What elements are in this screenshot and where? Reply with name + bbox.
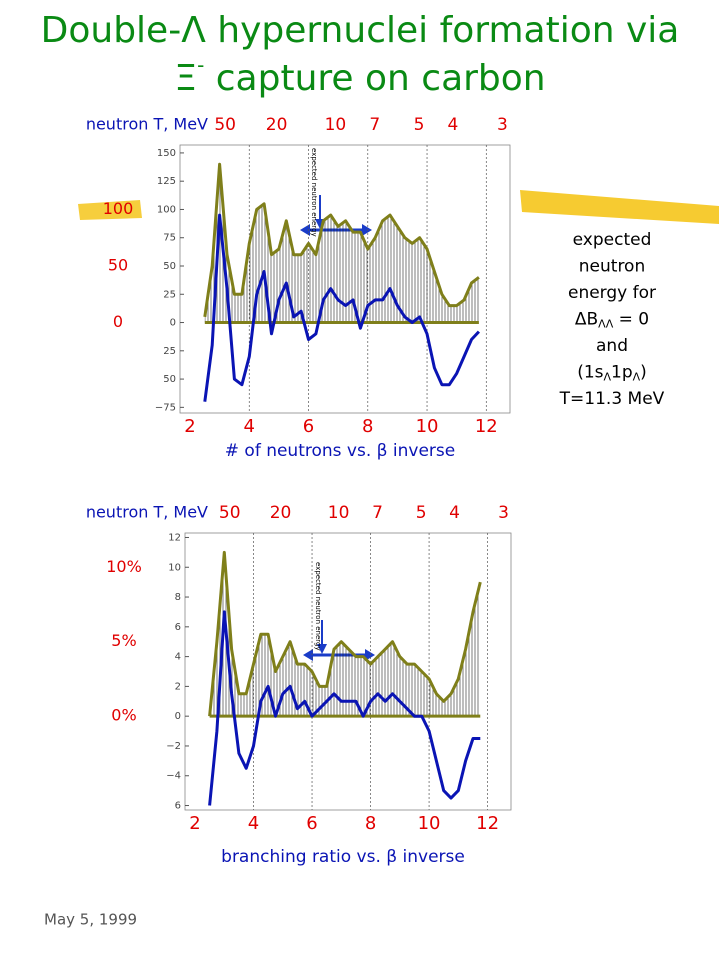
note-part: T=11.3 MeV	[559, 389, 665, 409]
title: Ξ- capture on carbon	[174, 53, 545, 100]
y-tick-label: −4	[166, 771, 181, 782]
left-tick-label: 10%	[106, 557, 142, 576]
note-part: 1p	[611, 363, 633, 383]
y-tick-label: 150	[157, 148, 176, 159]
line	[208, 610, 481, 806]
note-part: )	[640, 363, 647, 383]
x-tick-label: 2	[184, 416, 195, 437]
side-note: expected neutron energy for ΔBΛΛ = 0 and (1sΛ…	[559, 230, 665, 409]
x-tick-label: 6	[303, 416, 314, 437]
left-tick-label: 50	[108, 255, 128, 274]
x2-axis-label: neutron T, MeV	[86, 503, 208, 522]
x2-tick-label: 50	[219, 503, 241, 523]
x-tick-label: 10	[418, 813, 441, 834]
y-tick-label: 6	[175, 622, 181, 633]
subscript: Λ	[633, 371, 641, 384]
y-tick-label: 8	[175, 592, 181, 603]
x2-tick-label: 50	[214, 115, 236, 135]
title: Double-Λ hypernuclei formation via	[41, 10, 680, 51]
x-tick-label: 8	[365, 813, 376, 834]
x-axis-label: # of neutrons vs. β inverse	[225, 441, 455, 461]
x-tick-label: 12	[475, 416, 498, 437]
x2-tick-label: 7	[372, 503, 383, 523]
subscript: Λ	[604, 371, 612, 384]
note-part: and	[596, 336, 628, 356]
subscript: ΛΛ	[598, 318, 614, 331]
y-tick-label: 75	[163, 233, 176, 244]
note-part: energy for	[568, 283, 656, 303]
x-tick-label: 6	[306, 813, 317, 834]
y-tick-label: 6	[175, 801, 181, 812]
line	[208, 550, 482, 717]
x-tick-label: 4	[244, 416, 255, 437]
x2-tick-label: 3	[498, 503, 509, 523]
y-tick-label: 0	[170, 318, 176, 329]
left-tick-label: 5%	[111, 631, 136, 650]
x2-tick-label: 3	[497, 115, 508, 135]
x2-tick-label: 4	[449, 503, 460, 523]
title-part: Ξ	[174, 58, 197, 99]
y-tick-label: 10	[168, 562, 181, 573]
plot-frame	[179, 144, 511, 414]
superscript: -	[197, 53, 204, 77]
y-tick-label: −2	[166, 741, 181, 752]
line	[203, 213, 480, 402]
y-tick-label: 0	[175, 711, 181, 722]
title-part: capture on carbon	[204, 58, 545, 99]
left-tick-label: 100	[103, 199, 134, 218]
note-part: ΔB	[575, 310, 598, 330]
x2-tick-label: 20	[266, 115, 288, 135]
left-tick-label: 0	[113, 312, 123, 331]
x-tick-label: 12	[476, 813, 499, 834]
x-tick-label: 2	[189, 813, 200, 834]
x2-axis-label: neutron T, MeV	[86, 115, 208, 134]
note-part: neutron	[579, 257, 645, 277]
x-tick-label: 8	[362, 416, 373, 437]
highlight	[78, 200, 142, 220]
y-tick-label: 50	[163, 374, 176, 385]
x2-tick-label: 7	[369, 115, 380, 135]
x-tick-label: 4	[248, 813, 259, 834]
x2-tick-label: 4	[447, 115, 458, 135]
note-part: (1s	[577, 363, 603, 383]
left-tick-label: 0%	[111, 706, 136, 725]
x2-tick-label: 20	[270, 503, 292, 523]
y-tick-label: 50	[163, 261, 176, 272]
x2-tick-label: 10	[325, 115, 347, 135]
y-tick-label: 4	[175, 652, 181, 663]
y-tick-label: −75	[155, 402, 176, 413]
annotation: expected neutron energy	[314, 562, 322, 651]
x2-tick-label: 10	[328, 503, 350, 523]
y-tick-label: 100	[157, 204, 176, 215]
y-tick-label: 25	[163, 289, 176, 300]
annotation: expected neutron energy	[310, 148, 318, 237]
x2-tick-label: 5	[414, 115, 425, 135]
hatched-area	[209, 552, 481, 717]
x2-tick-label: 5	[416, 503, 427, 523]
line	[203, 162, 480, 318]
footer: May 5, 1999	[44, 911, 137, 929]
x-tick-label: 10	[416, 416, 439, 437]
hatched-area	[204, 164, 479, 323]
note-part: expected	[573, 230, 652, 250]
note-part: = 0	[613, 310, 649, 330]
plot-frame	[184, 532, 512, 811]
highlight	[520, 190, 719, 224]
x-axis-label: branching ratio vs. β inverse	[221, 847, 465, 867]
y-tick-label: 125	[157, 176, 176, 187]
y-tick-label: 12	[168, 532, 181, 543]
y-tick-label: 2	[175, 681, 181, 692]
y-tick-label: 25	[163, 346, 176, 357]
